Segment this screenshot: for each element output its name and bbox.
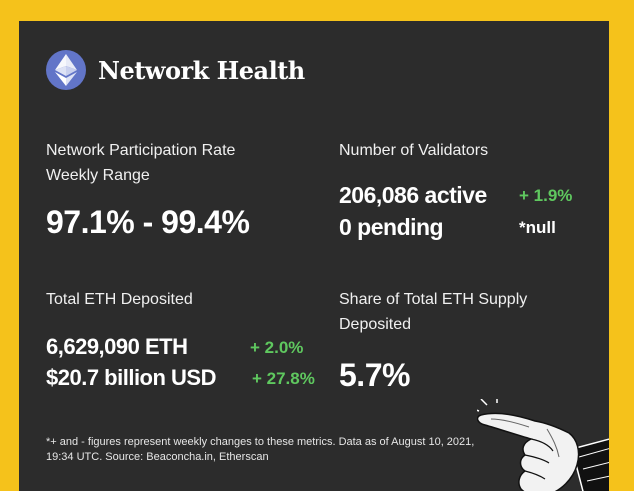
card-header: Network Health (46, 50, 305, 90)
deposited-eth-value: 6,629,090 ETH (46, 334, 188, 359)
pointing-hand-icon (472, 397, 609, 491)
participation-value: 97.1% - 99.4% (46, 204, 250, 240)
share-value: 5.7% (339, 357, 410, 393)
validators-pending-change: *null (519, 218, 556, 237)
footnote: *+ and - figures represent weekly change… (46, 436, 475, 463)
deposited-usd-value: $20.7 billion USD (46, 365, 217, 390)
network-health-card: Network Health Network Participation Rat… (19, 21, 609, 491)
validators-label: Number of Validators (339, 142, 489, 159)
share-label-line1: Share of Total ETH Supply (339, 291, 528, 308)
deposited-eth-change: + 2.0% (250, 338, 304, 357)
share-label-line2: Deposited (339, 316, 412, 333)
deposited-usd-change: + 27.8% (252, 369, 315, 388)
participation-label-line1: Network Participation Rate (46, 142, 236, 159)
validators-pending: 0 pending (339, 214, 444, 240)
participation-label-line2: Weekly Range (46, 167, 150, 184)
ethereum-logo-icon (46, 50, 86, 90)
page-title: Network Health (98, 55, 305, 85)
validators-active-change: + 1.9% (519, 186, 573, 205)
deposited-label: Total ETH Deposited (46, 291, 193, 308)
validators-active: 206,086 active (339, 182, 487, 208)
